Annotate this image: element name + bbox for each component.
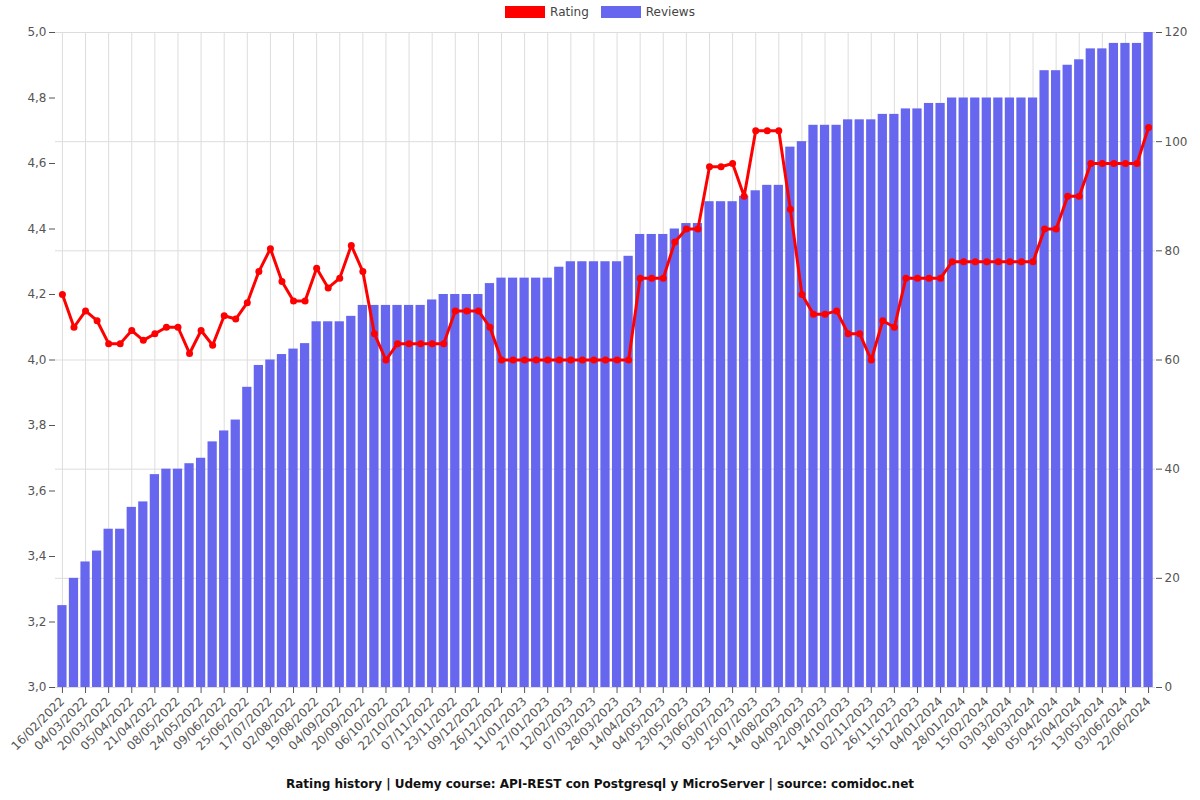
svg-text:20/09/2022: 20/09/2022 xyxy=(308,694,368,754)
svg-text:05/04/2022: 05/04/2022 xyxy=(77,694,137,754)
html-text:Reviews: Reviews xyxy=(645,5,695,19)
svg-text:5,0: 5,0 xyxy=(27,25,46,39)
svg-text:4,2: 4,2 xyxy=(27,287,46,301)
svg-text:03/03/2024: 03/03/2024 xyxy=(955,694,1015,754)
svg-text:09/12/2022: 09/12/2022 xyxy=(424,694,484,754)
svg-text:40: 40 xyxy=(1165,462,1180,476)
svg-text:120: 120 xyxy=(1165,25,1188,39)
svg-text:04/09/2022: 04/09/2022 xyxy=(285,694,345,754)
svg-text:09/06/2022: 09/06/2022 xyxy=(170,694,229,754)
svg-text:4,4: 4,4 xyxy=(27,222,46,236)
svg-text:15/02/2024: 15/02/2024 xyxy=(932,694,992,754)
svg-text:22/09/2023: 22/09/2023 xyxy=(771,694,830,754)
svg-text:26/12/2022: 26/12/2022 xyxy=(447,694,507,754)
svg-text:22/10/2022: 22/10/2022 xyxy=(355,694,414,754)
svg-text:27/01/2023: 27/01/2023 xyxy=(493,694,553,754)
svg-text:3,6: 3,6 xyxy=(27,484,46,498)
svg-text:28/03/2023: 28/03/2023 xyxy=(563,694,622,754)
svg-text:19/08/2022: 19/08/2022 xyxy=(262,694,322,754)
svg-text:11/01/2023: 11/01/2023 xyxy=(470,694,530,754)
svg-text:08/05/2022: 08/05/2022 xyxy=(124,694,183,754)
svg-text:4,0: 4,0 xyxy=(27,353,46,367)
svg-text:14/10/2023: 14/10/2023 xyxy=(794,694,853,754)
svg-text:0: 0 xyxy=(1165,680,1173,694)
svg-text:3,8: 3,8 xyxy=(27,418,46,432)
svg-text:3,0: 3,0 xyxy=(27,680,46,694)
svg-text:22/06/2024: 22/06/2024 xyxy=(1095,694,1154,753)
svg-text:23/05/2023: 23/05/2023 xyxy=(632,694,692,754)
svg-text:16/02/2022: 16/02/2022 xyxy=(8,694,68,754)
svg-text:04/05/2023: 04/05/2023 xyxy=(609,694,669,754)
svg-text:12/02/2023: 12/02/2023 xyxy=(516,694,576,754)
svg-text:06/10/2022: 06/10/2022 xyxy=(332,694,391,754)
svg-text:25/06/2022: 25/06/2022 xyxy=(193,694,253,754)
svg-text:02/11/2023: 02/11/2023 xyxy=(817,694,877,754)
svg-text:04/01/2024: 04/01/2024 xyxy=(886,694,946,754)
svg-text:07/11/2022: 07/11/2022 xyxy=(378,694,437,754)
svg-text:3,4: 3,4 xyxy=(27,549,46,563)
svg-text:05/04/2024: 05/04/2024 xyxy=(1002,694,1061,754)
svg-text:25/07/2023: 25/07/2023 xyxy=(701,694,761,754)
svg-text:18/03/2024: 18/03/2024 xyxy=(979,694,1038,754)
svg-text:4,8: 4,8 xyxy=(27,91,46,105)
svg-text:26/11/2023: 26/11/2023 xyxy=(840,694,900,754)
svg-text:100: 100 xyxy=(1165,135,1188,149)
svg-text:04/03/2022: 04/03/2022 xyxy=(31,694,91,754)
svg-text:20/03/2022: 20/03/2022 xyxy=(54,694,114,754)
svg-text:03/07/2023: 03/07/2023 xyxy=(678,694,738,754)
svg-text:25/04/2024: 25/04/2024 xyxy=(1025,694,1085,754)
svg-text:23/11/2022: 23/11/2022 xyxy=(401,694,461,754)
svg-text:02/08/2022: 02/08/2022 xyxy=(239,694,299,754)
svg-text:07/03/2023: 07/03/2023 xyxy=(540,694,599,754)
svg-text:15/12/2023: 15/12/2023 xyxy=(863,694,923,754)
svg-text:14/08/2023: 14/08/2023 xyxy=(724,694,784,754)
svg-text:17/07/2022: 17/07/2022 xyxy=(216,694,276,754)
svg-text:60: 60 xyxy=(1165,353,1180,367)
svg-text:28/01/2024: 28/01/2024 xyxy=(909,694,969,754)
html-text:Rating: Rating xyxy=(550,5,589,19)
svg-text:4,6: 4,6 xyxy=(27,156,46,170)
svg-text:04/09/2023: 04/09/2023 xyxy=(748,694,807,754)
svg-text:13/06/2023: 13/06/2023 xyxy=(655,694,715,754)
svg-text:3,2: 3,2 xyxy=(27,615,46,629)
svg-text:24/05/2022: 24/05/2022 xyxy=(147,694,206,754)
html-text:Rating history | Udemy course:: Rating history | Udemy course: API-REST … xyxy=(286,777,914,791)
svg-text:14/04/2023: 14/04/2023 xyxy=(586,694,645,754)
svg-text:20: 20 xyxy=(1165,571,1180,585)
svg-text:21/04/2022: 21/04/2022 xyxy=(100,694,160,754)
svg-text:80: 80 xyxy=(1165,244,1180,258)
svg-text:13/05/2024: 13/05/2024 xyxy=(1048,694,1108,754)
svg-text:03/06/2024: 03/06/2024 xyxy=(1071,694,1131,754)
